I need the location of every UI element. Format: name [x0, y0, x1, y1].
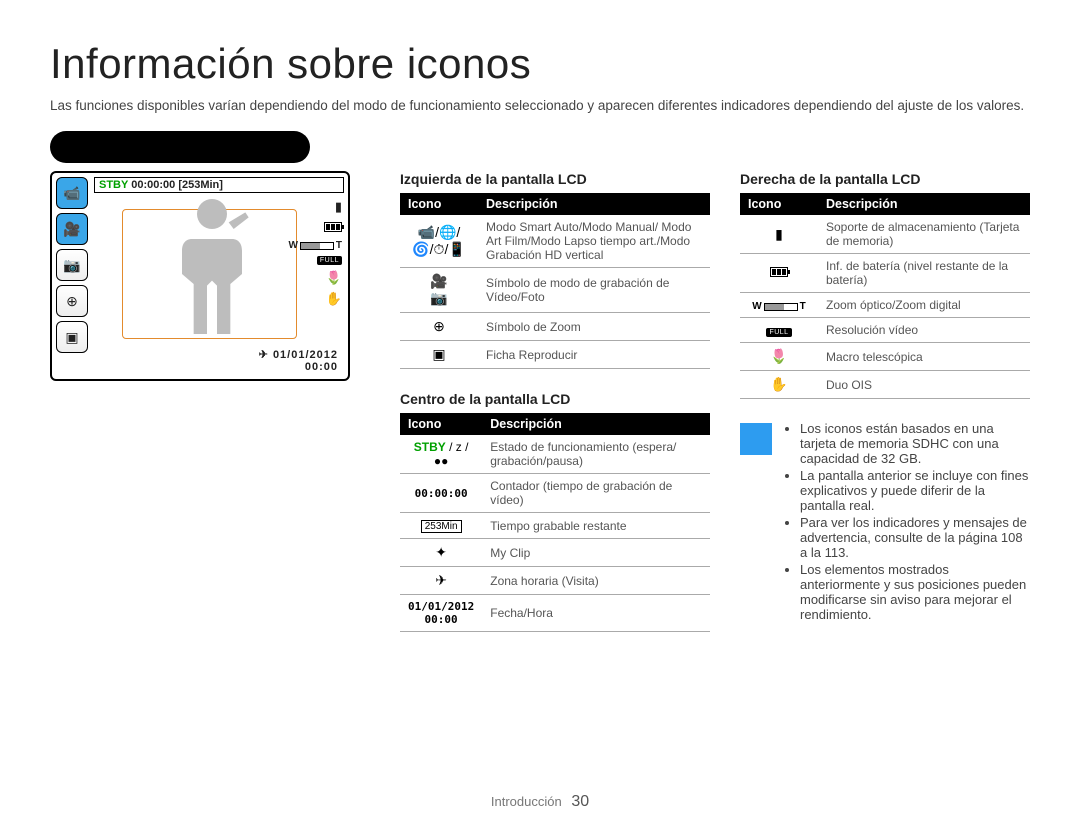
- battery-info-icon: [740, 254, 818, 293]
- page-number: 30: [571, 793, 589, 810]
- date-icon: 01/01/201200:00: [400, 595, 482, 632]
- cell-desc: Resolución vídeo: [818, 318, 1030, 343]
- play-tile-icon: ▣: [56, 321, 88, 353]
- page-footer: Introducción 30: [0, 793, 1080, 811]
- photo-tile-icon: 📷: [56, 249, 88, 281]
- cell-desc: Macro telescópica: [818, 343, 1030, 371]
- stby-label: STBY: [99, 179, 128, 191]
- counter-icon: 00:00:00: [400, 474, 482, 513]
- cell-desc: Ficha Reproducir: [478, 341, 710, 369]
- cell-desc: Símbolo de Zoom: [478, 313, 710, 341]
- zoom-bar-icon: WT: [288, 240, 342, 251]
- cell-desc: My Clip: [482, 539, 710, 567]
- table-row: Inf. de batería (nivel restante de la ba…: [740, 254, 1030, 293]
- th-icon: Icono: [400, 193, 478, 215]
- note-square-icon: [740, 423, 772, 455]
- zoom-icon: ⊕: [400, 313, 478, 341]
- ois-icon: ✋: [326, 291, 342, 307]
- video-photo-icon: 🎥📷: [400, 268, 478, 313]
- table-row: ▣ Ficha Reproducir: [400, 341, 710, 369]
- cell-desc: Fecha/Hora: [482, 595, 710, 632]
- th-desc: Descripción: [482, 413, 710, 435]
- th-desc: Descripción: [478, 193, 710, 215]
- zoom-bar-row-icon: WT: [740, 293, 818, 318]
- th-icon: Icono: [740, 193, 818, 215]
- cell-desc: Duo OIS: [818, 371, 1030, 399]
- stby-state-icon: STBY / z / ●●: [400, 435, 482, 474]
- table-row: WT Zoom óptico/Zoom digital: [740, 293, 1030, 318]
- zoom-tile-icon: ⊕: [56, 285, 88, 317]
- note-item: Los iconos están basados en una tarjeta …: [800, 421, 1030, 466]
- ois-row-icon: ✋: [740, 371, 818, 399]
- cell-desc: Soporte de almacenamiento (Tarjeta de me…: [818, 215, 1030, 254]
- table-row: 00:00:00 Contador (tiempo de grabación d…: [400, 474, 710, 513]
- cell-desc: Zoom óptico/Zoom digital: [818, 293, 1030, 318]
- th-desc: Descripción: [818, 193, 1030, 215]
- sd-icon: ▮: [335, 199, 342, 215]
- mode-cluster-icon: 📹/🌐/🌀/⏱/📱: [400, 215, 478, 268]
- battery-icon: [324, 220, 342, 235]
- lcd-right-icons: ▮ WT FULL 🌷 ✋: [288, 199, 342, 307]
- table-row: ⊕ Símbolo de Zoom: [400, 313, 710, 341]
- note-item: Para ver los indicadores y mensajes de a…: [800, 515, 1030, 560]
- macro-row-icon: 🌷: [740, 343, 818, 371]
- resolution-icon: FULL: [317, 256, 342, 265]
- right-table: IconoDescripción ▮ Soporte de almacenami…: [740, 193, 1030, 399]
- center-section-heading: Centro de la pantalla LCD: [400, 391, 710, 407]
- video-tile-icon: 🎥: [56, 213, 88, 245]
- play-icon: ▣: [400, 341, 478, 369]
- lcd-date: ✈ 01/01/201200:00: [259, 348, 338, 373]
- table-row: 🌷 Macro telescópica: [740, 343, 1030, 371]
- left-table: IconoDescripción 📹/🌐/🌀/⏱/📱 Modo Smart Au…: [400, 193, 710, 369]
- notes-block: Los iconos están basados en una tarjeta …: [740, 421, 1030, 624]
- macro-icon: 🌷: [326, 270, 342, 286]
- table-row: 01/01/201200:00 Fecha/Hora: [400, 595, 710, 632]
- cell-desc: Símbolo de modo de grabación de Vídeo/Fo…: [478, 268, 710, 313]
- mode-tile-icon: 📹: [56, 177, 88, 209]
- sd-card-icon: ▮: [740, 215, 818, 254]
- mode-pill: [50, 131, 310, 163]
- myclip-icon: ✦: [400, 539, 482, 567]
- intro-text: Las funciones disponibles varían dependi…: [50, 98, 1030, 113]
- table-row: 253Min Tiempo grabable restante: [400, 513, 710, 539]
- cell-desc: Zona horaria (Visita): [482, 567, 710, 595]
- resolution-row-icon: FULL: [740, 318, 818, 343]
- cell-desc: Estado de funcionamiento (espera/ grabac…: [482, 435, 710, 474]
- cell-desc: Contador (tiempo de grabación de vídeo): [482, 474, 710, 513]
- note-item: La pantalla anterior se incluye con fine…: [800, 468, 1030, 513]
- table-row: 🎥📷 Símbolo de modo de grabación de Vídeo…: [400, 268, 710, 313]
- center-table: IconoDescripción STBY / z / ●● Estado de…: [400, 413, 710, 632]
- timezone-icon: ✈: [400, 567, 482, 595]
- cell-desc: Inf. de batería (nivel restante de la ba…: [818, 254, 1030, 293]
- lcd-mock: 📹 🎥 📷 ⊕ ▣ STBY 00:00:00 [253Min] ▮ WT FU…: [50, 171, 350, 381]
- table-row: ▮ Soporte de almacenamiento (Tarjeta de …: [740, 215, 1030, 254]
- note-item: Los elementos mostrados anteriormente y …: [800, 562, 1030, 622]
- cell-desc: Modo Smart Auto/Modo Manual/ Modo Art Fi…: [478, 215, 710, 268]
- table-row: STBY / z / ●● Estado de funcionamiento (…: [400, 435, 710, 474]
- left-section-heading: Izquierda de la pantalla LCD: [400, 171, 710, 187]
- page-title: Información sobre iconos: [50, 40, 1030, 88]
- table-row: ✈ Zona horaria (Visita): [400, 567, 710, 595]
- footer-section: Introducción: [491, 794, 562, 809]
- table-row: 📹/🌐/🌀/⏱/📱 Modo Smart Auto/Modo Manual/ M…: [400, 215, 710, 268]
- table-row: ✦ My Clip: [400, 539, 710, 567]
- th-icon: Icono: [400, 413, 482, 435]
- subject-silhouette-icon: [162, 189, 262, 339]
- cell-desc: Tiempo grabable restante: [482, 513, 710, 539]
- remaining-icon: 253Min: [400, 513, 482, 539]
- table-row: FULL Resolución vídeo: [740, 318, 1030, 343]
- table-row: ✋ Duo OIS: [740, 371, 1030, 399]
- right-section-heading: Derecha de la pantalla LCD: [740, 171, 1030, 187]
